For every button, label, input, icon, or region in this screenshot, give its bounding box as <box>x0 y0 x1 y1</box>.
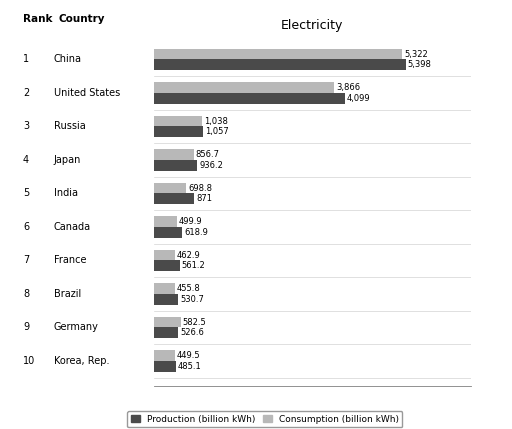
Bar <box>154 149 194 160</box>
Bar <box>154 317 181 327</box>
Text: 1,038: 1,038 <box>204 117 228 126</box>
Bar <box>154 327 178 338</box>
Bar <box>154 260 180 271</box>
Text: 526.6: 526.6 <box>180 328 204 337</box>
Legend: Production (billion kWh), Consumption (billion kWh): Production (billion kWh), Consumption (b… <box>127 411 402 427</box>
Bar <box>154 127 203 137</box>
Bar <box>154 160 197 171</box>
Title: Electricity: Electricity <box>281 19 344 32</box>
Text: 1,057: 1,057 <box>205 127 228 136</box>
Text: 462.9: 462.9 <box>177 251 201 260</box>
Text: 7: 7 <box>23 255 29 266</box>
Text: 3: 3 <box>23 121 29 131</box>
Text: 5,322: 5,322 <box>404 50 428 59</box>
Bar <box>154 350 175 361</box>
Bar <box>154 216 177 227</box>
Text: 4,099: 4,099 <box>347 94 371 103</box>
Text: Korea, Rep.: Korea, Rep. <box>54 356 109 366</box>
Text: 5: 5 <box>23 188 29 199</box>
Text: 561.2: 561.2 <box>182 261 205 270</box>
Text: France: France <box>54 255 86 266</box>
Text: 6: 6 <box>23 222 29 232</box>
Bar <box>154 82 334 93</box>
Text: 582.5: 582.5 <box>183 317 206 326</box>
Text: India: India <box>54 188 78 199</box>
Text: Rank: Rank <box>23 14 53 24</box>
Text: Japan: Japan <box>54 155 81 165</box>
Bar <box>154 183 186 193</box>
Text: 4: 4 <box>23 155 29 165</box>
Text: 455.8: 455.8 <box>177 284 201 293</box>
Bar <box>154 60 406 70</box>
Text: 871: 871 <box>196 194 212 203</box>
Text: Russia: Russia <box>54 121 86 131</box>
Bar <box>154 283 175 294</box>
Text: 530.7: 530.7 <box>180 295 204 304</box>
Text: 3,866: 3,866 <box>336 83 360 92</box>
Text: Country: Country <box>59 14 105 24</box>
Bar <box>154 250 175 260</box>
Bar <box>154 227 182 238</box>
Text: 698.8: 698.8 <box>188 184 212 193</box>
Text: 5,398: 5,398 <box>408 60 431 69</box>
Text: 936.2: 936.2 <box>199 161 223 170</box>
Text: 485.1: 485.1 <box>178 362 202 371</box>
Bar <box>154 294 178 305</box>
Text: 618.9: 618.9 <box>184 228 208 237</box>
Text: Canada: Canada <box>54 222 91 232</box>
Bar <box>154 93 345 104</box>
Text: 8: 8 <box>23 289 29 299</box>
Bar <box>154 49 402 60</box>
Text: United States: United States <box>54 88 120 98</box>
Text: 9: 9 <box>23 323 29 332</box>
Text: 10: 10 <box>23 356 35 366</box>
Text: 1: 1 <box>23 54 29 64</box>
Bar <box>154 361 176 372</box>
Text: Brazil: Brazil <box>54 289 81 299</box>
Text: Germany: Germany <box>54 323 99 332</box>
Bar <box>154 116 202 127</box>
Text: 856.7: 856.7 <box>196 150 220 159</box>
Text: 499.9: 499.9 <box>179 217 202 226</box>
Text: China: China <box>54 54 82 64</box>
Bar <box>154 193 194 204</box>
Text: 449.5: 449.5 <box>177 351 200 360</box>
Text: 2: 2 <box>23 88 29 98</box>
